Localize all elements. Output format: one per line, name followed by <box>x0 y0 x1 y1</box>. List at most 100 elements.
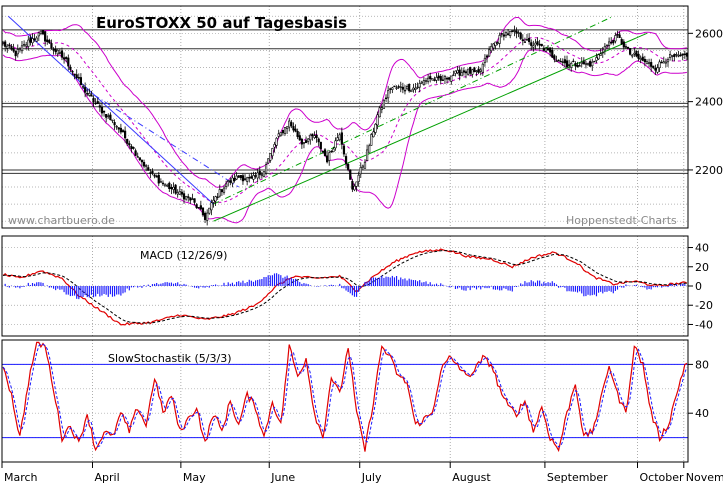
candle-body <box>380 107 383 110</box>
candle-body <box>119 127 122 133</box>
candle-body <box>399 86 402 88</box>
candle-body <box>10 46 13 50</box>
candle-body <box>494 41 497 46</box>
candle-body <box>452 74 455 77</box>
candle-body <box>109 114 112 121</box>
stoch-tick-label: 40 <box>695 407 709 420</box>
candle-body <box>14 50 17 57</box>
candle-body <box>58 52 61 54</box>
candle-body <box>153 174 156 177</box>
candle-body <box>557 59 560 62</box>
candle-body <box>126 138 129 144</box>
candle-body <box>241 175 245 182</box>
candle-body <box>298 135 301 141</box>
candle-body <box>48 40 51 44</box>
candle-body <box>584 62 588 66</box>
candle-body <box>481 63 484 73</box>
candle-body <box>664 61 668 64</box>
candle-body <box>334 140 337 149</box>
candle-body <box>220 189 223 193</box>
candle-body <box>62 57 66 60</box>
price-pane-frame <box>1 5 689 229</box>
candle-body <box>132 147 135 149</box>
candle-body <box>521 39 524 42</box>
candle-body <box>443 76 447 80</box>
candle-body <box>130 145 133 150</box>
candle-body <box>408 84 411 92</box>
candle-body <box>561 61 564 63</box>
candle-body <box>193 198 196 203</box>
candle-body <box>16 49 19 55</box>
candle-body <box>414 87 417 90</box>
candle-body <box>624 46 628 48</box>
candle-body <box>271 148 274 157</box>
candle-body <box>603 46 606 51</box>
candle-body <box>538 43 541 46</box>
stoch-title: SlowStochastik (5/3/3) <box>108 352 232 365</box>
candle-body <box>515 30 518 34</box>
candle-body <box>296 131 299 137</box>
candle-body <box>656 67 659 73</box>
candle-body <box>35 37 38 42</box>
candle-body <box>4 41 7 47</box>
candle-body <box>387 90 390 99</box>
candle-body <box>311 133 314 136</box>
trendline-downtrend <box>7 15 214 205</box>
candle-body <box>576 64 579 68</box>
month-label: September <box>547 471 608 484</box>
candle-body <box>467 68 470 75</box>
candle-body <box>140 160 144 163</box>
candle-body <box>435 77 438 81</box>
candle-body <box>338 134 341 141</box>
candle-body <box>273 144 276 148</box>
candle-body <box>286 126 289 130</box>
candle-body <box>418 83 421 88</box>
candle-body <box>29 37 32 43</box>
month-label: Novem <box>686 471 723 484</box>
candle-body <box>652 65 655 69</box>
candle-body <box>460 72 463 77</box>
chart-title: EuroSTOXX 50 auf Tagesbasis <box>96 14 347 32</box>
candle-body <box>304 140 308 143</box>
candle-body <box>279 132 282 136</box>
candle-body <box>332 148 335 153</box>
candle-body <box>542 47 545 51</box>
candle-body <box>612 40 615 44</box>
candle-body <box>534 42 537 46</box>
macd-signal-line <box>3 250 687 324</box>
candle-body <box>498 35 501 44</box>
candle-body <box>374 123 377 133</box>
candle-body <box>159 181 162 183</box>
candle-body <box>618 34 621 39</box>
candle-body <box>563 59 566 64</box>
candle-body <box>197 207 200 209</box>
candle-body <box>155 175 158 178</box>
candle-body <box>614 35 617 42</box>
candle-body <box>637 53 640 59</box>
candle-body <box>267 158 270 164</box>
month-label: July <box>361 471 382 484</box>
candle-body <box>166 184 169 187</box>
candle-body <box>626 46 630 49</box>
candle-body <box>342 145 346 155</box>
candle-body <box>519 32 522 39</box>
candle-body <box>281 129 285 134</box>
candle-body <box>429 76 432 80</box>
candle-body <box>382 99 386 109</box>
candle-body <box>671 55 674 57</box>
candle-body <box>389 88 392 90</box>
candle-body <box>138 157 141 161</box>
candle-body <box>607 41 611 46</box>
candle-body <box>163 184 167 187</box>
candle-body <box>523 41 527 43</box>
candle-body <box>589 61 592 67</box>
candle-body <box>473 67 476 73</box>
candle-body <box>54 48 57 52</box>
candle-body <box>361 165 364 168</box>
candle-body <box>647 62 651 64</box>
candle-body <box>172 186 175 190</box>
candle-body <box>52 48 55 51</box>
candle-body <box>349 169 352 180</box>
candle-body <box>666 59 670 63</box>
